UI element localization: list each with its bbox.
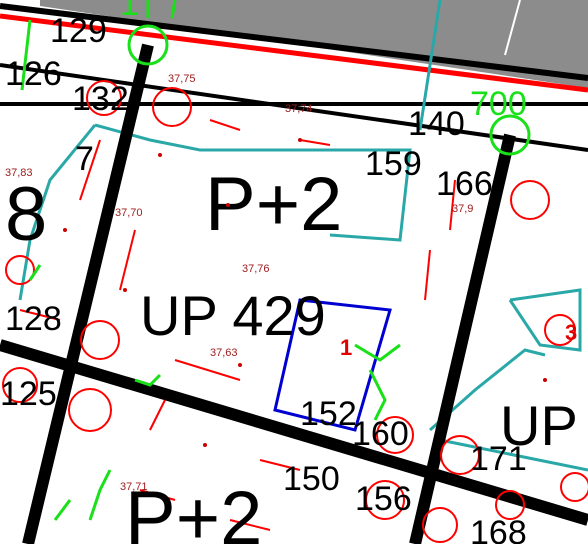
elevation-label: 37,71 xyxy=(120,481,148,493)
cyan-line-low xyxy=(439,438,588,472)
plot-number: 168 xyxy=(470,514,527,544)
plot-number: 152 xyxy=(300,395,357,433)
green-marks xyxy=(28,264,401,521)
survey-point-circle[interactable] xyxy=(489,114,531,156)
elevation-label: 37,70 xyxy=(115,207,143,219)
plot-number: 125 xyxy=(0,375,57,413)
tree-symbols xyxy=(2,80,588,543)
plot-number: 128 xyxy=(5,300,62,338)
plot-number: 126 xyxy=(5,55,62,93)
plot-number: 132 xyxy=(72,80,129,118)
road-white-line xyxy=(504,0,521,56)
plot-number: 171 xyxy=(470,440,527,478)
cyan-line-vertical xyxy=(418,0,442,131)
plot-number: 129 xyxy=(50,12,107,50)
road-edge-line xyxy=(0,3,588,81)
building-outline[interactable] xyxy=(273,298,392,432)
plot-number: 7 xyxy=(75,140,94,178)
parcel-label-main: UP 429 xyxy=(140,284,326,347)
elevation-label: 37,63 xyxy=(210,347,238,359)
parcel-label-right: UP xyxy=(500,394,578,457)
plot-number: 160 xyxy=(352,415,409,453)
plot-number: 156 xyxy=(355,480,412,518)
survey-dots xyxy=(63,138,547,447)
green-label: 1 xyxy=(120,0,139,23)
plot-number: 8 xyxy=(5,172,47,257)
plot-number: 150 xyxy=(283,460,340,498)
cyan-parcel-outline-top xyxy=(94,123,412,242)
cyan-parcel-outline-low xyxy=(429,348,546,432)
zone-label-bottom: P+2 xyxy=(125,476,262,544)
parcel-marker: 1 xyxy=(340,335,352,360)
cyan-parcel-outline-left xyxy=(18,124,97,301)
plot-number: 166 xyxy=(436,165,493,203)
green-tick xyxy=(170,0,177,19)
cyan-parcel-outline-right xyxy=(508,288,582,352)
green-label: 700 xyxy=(470,85,527,123)
red-hatch-lines xyxy=(19,119,456,531)
road-line-diagonal xyxy=(0,339,588,526)
elevation-label: 37,83 xyxy=(5,167,33,179)
elevation-label: 37,9 xyxy=(452,203,473,215)
green-tick xyxy=(20,19,32,91)
plot-number: 140 xyxy=(408,105,465,143)
road-line-left-vertical xyxy=(22,43,154,544)
parcel-marker: 3 xyxy=(565,320,577,345)
plot-number: 159 xyxy=(365,145,422,183)
elevation-label: 37,75 xyxy=(168,73,196,85)
elevation-label: 37,74 xyxy=(285,103,313,115)
elevation-label: 37,76 xyxy=(242,263,270,275)
road-red-line xyxy=(0,13,588,93)
survey-point-circle[interactable] xyxy=(127,24,169,66)
zone-label-main: P+2 xyxy=(205,162,342,247)
